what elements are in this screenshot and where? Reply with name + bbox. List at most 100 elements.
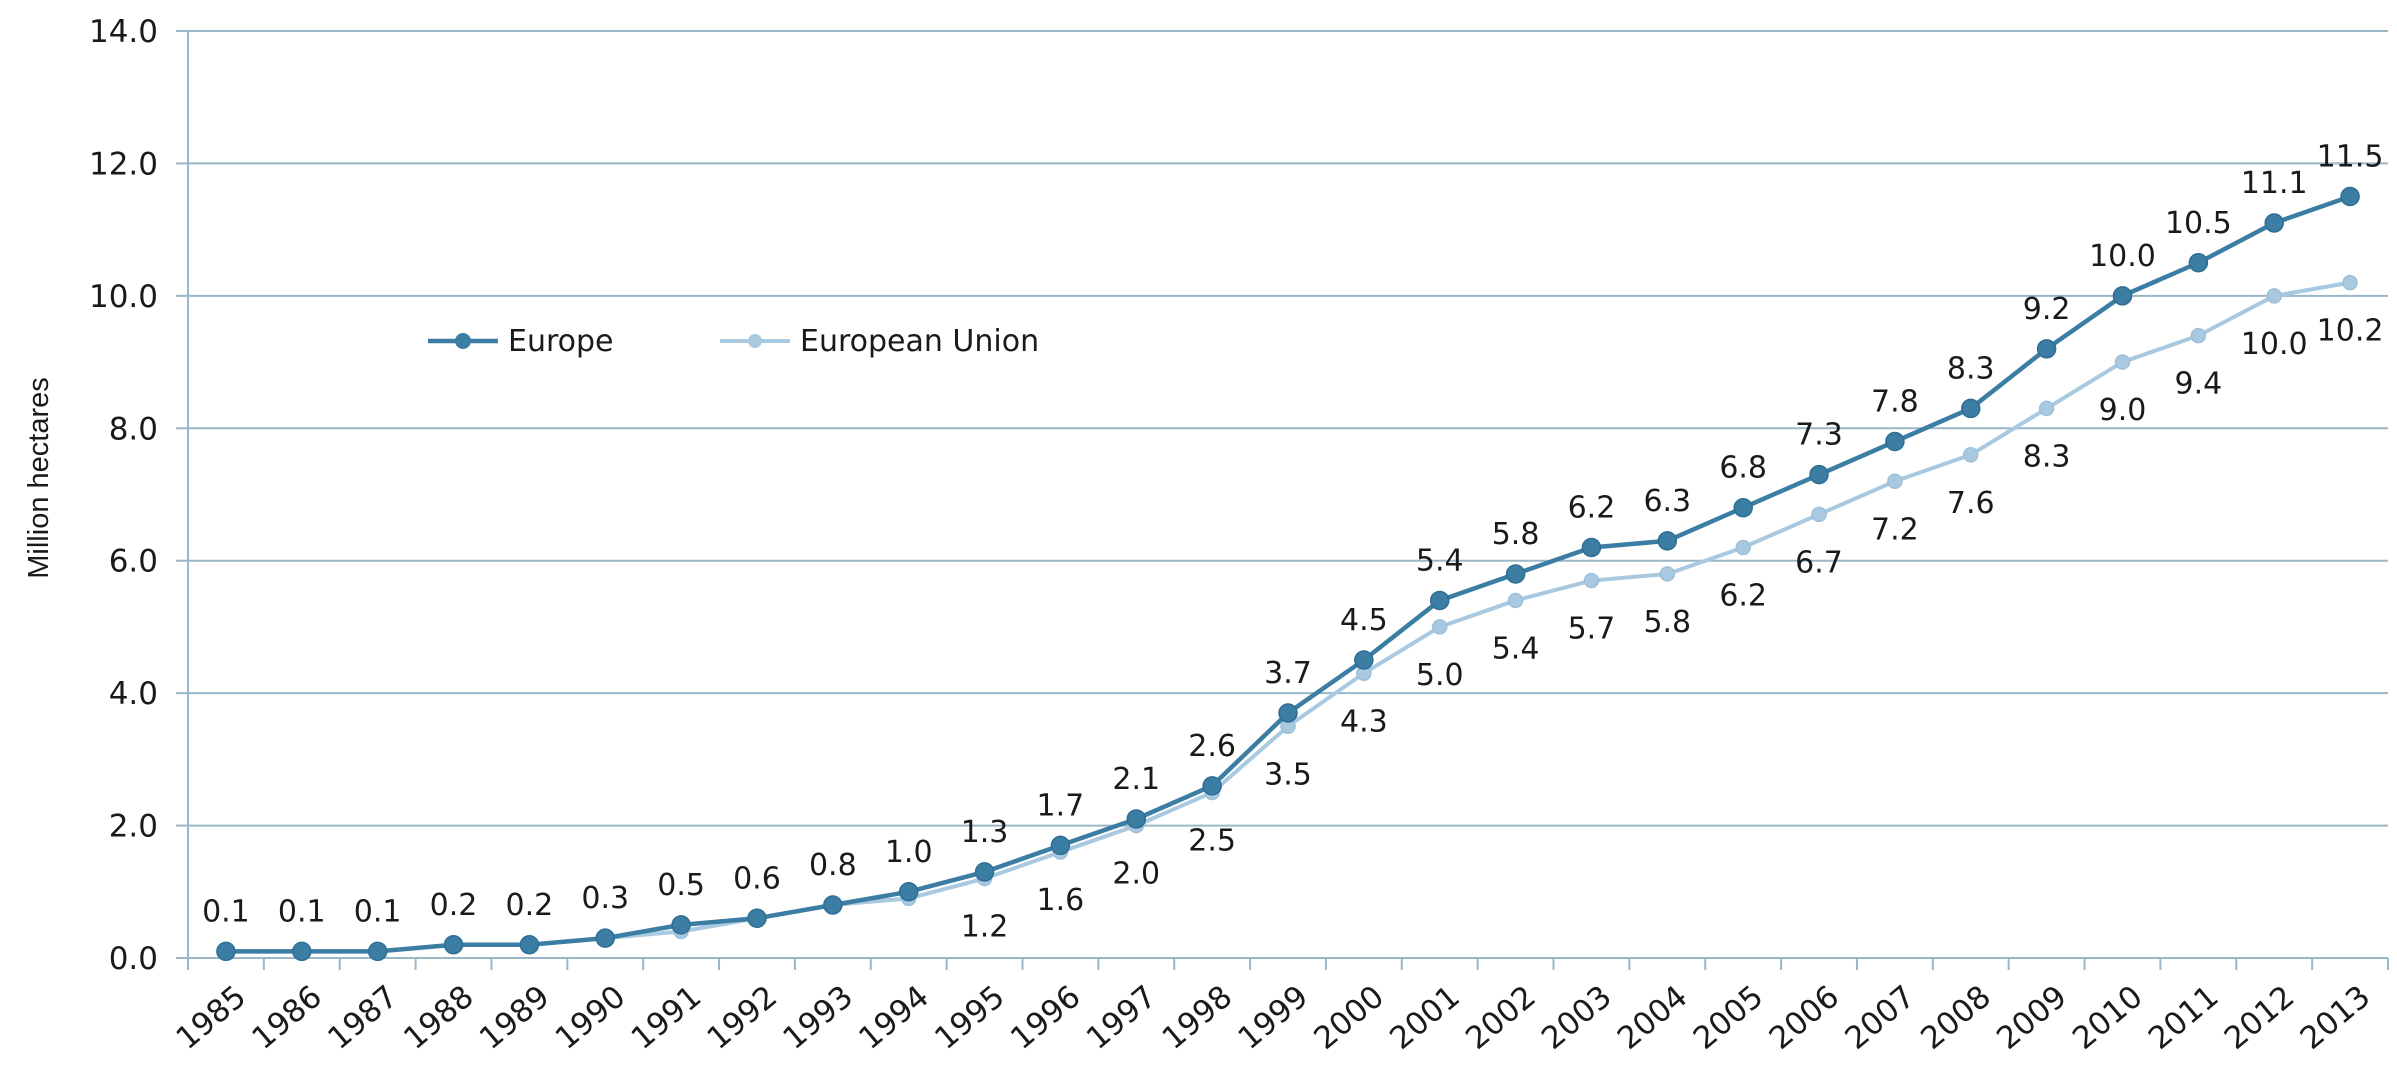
data-labels: 0.1 0.1 0.1 0.2 0.2 0.3 0.5 0.6 0.8 1.0 1.3 1.7 2.1 2… — [202, 140, 2383, 945]
x-tick-label: 1994 — [852, 979, 936, 1057]
data-label-europe: 5.4 — [1416, 543, 1464, 578]
data-label-europe: 0.1 — [354, 894, 402, 929]
data-point — [2342, 274, 2358, 291]
data-label-european-union: 4.3 — [1340, 704, 1388, 739]
x-tick-label: 2009 — [1990, 979, 2074, 1057]
x-tick-label: 2013 — [2294, 979, 2378, 1057]
data-point — [292, 941, 312, 962]
data-point — [2188, 253, 2209, 273]
data-point — [1126, 809, 1147, 829]
x-tick-label: 1996 — [1004, 979, 1088, 1057]
data-label-europe: 1.3 — [961, 815, 1009, 850]
data-label-europe: 2.1 — [1112, 762, 1160, 797]
data-label-europe: 7.8 — [1871, 385, 1919, 420]
data-point — [2114, 354, 2131, 370]
data-label-europe: 6.3 — [1643, 484, 1691, 519]
x-tick-label: 2004 — [1611, 979, 1695, 1057]
data-point — [1431, 619, 1448, 635]
x-tick-label: 1993 — [776, 979, 860, 1057]
x-tick-label: 1998 — [1156, 979, 1240, 1057]
data-label-europe: 4.5 — [1340, 603, 1388, 638]
data-point — [823, 895, 843, 915]
y-tick-labels: 0.0 2.0 4.0 6.0 8.0 10.0 12.0 14.0 — [89, 14, 158, 977]
data-label-europe: 5.8 — [1492, 517, 1540, 552]
data-label-europe: 3.7 — [1264, 656, 1312, 691]
legend-label: Europe — [508, 324, 614, 359]
x-tick-label: 2010 — [2066, 979, 2150, 1057]
data-point — [2038, 400, 2055, 417]
data-point — [2340, 186, 2360, 207]
data-label-europe: 10.5 — [2165, 206, 2232, 241]
data-point — [898, 882, 919, 902]
x-tick-label: 2011 — [2142, 979, 2226, 1057]
data-label-europe: 11.5 — [2317, 140, 2384, 175]
data-point — [1581, 537, 1602, 558]
data-label-europe: 6.2 — [1568, 490, 1616, 525]
legend-label: European Union — [800, 324, 1039, 359]
data-point — [747, 908, 767, 929]
data-label-european-union: 6.2 — [1719, 578, 1767, 613]
data-point — [1505, 564, 1526, 584]
data-label-european-union: 1.2 — [961, 910, 1009, 945]
x-tick-label: 1987 — [321, 979, 405, 1057]
data-point — [595, 928, 615, 948]
data-point — [519, 935, 540, 955]
data-label-europe: 0.1 — [202, 894, 250, 929]
x-tick-label: 2001 — [1383, 979, 1467, 1057]
series-group — [216, 186, 2360, 962]
data-label-european-union: 8.3 — [2023, 439, 2071, 474]
data-label-europe: 0.3 — [581, 881, 629, 916]
data-label-european-union: 3.5 — [1264, 757, 1312, 792]
data-point — [2036, 339, 2057, 359]
gridlines — [188, 30, 2388, 827]
data-point — [2190, 327, 2207, 344]
data-label-europe: 11.1 — [2241, 166, 2308, 201]
data-label-european-union: 9.4 — [2174, 367, 2222, 402]
data-label-europe: 0.2 — [506, 888, 554, 923]
data-label-europe: 1.0 — [885, 835, 933, 870]
data-label-europe: 8.3 — [1947, 351, 1995, 386]
data-label-europe: 0.8 — [809, 848, 857, 883]
data-point — [2266, 288, 2282, 304]
axes — [176, 30, 2389, 970]
data-point — [1735, 539, 1751, 556]
data-label-european-union: 2.0 — [1112, 857, 1160, 892]
data-point — [1809, 464, 1829, 485]
data-label-european-union: 5.4 — [1492, 631, 1540, 666]
legend-marker — [455, 333, 471, 349]
data-point — [216, 941, 236, 962]
data-label-european-union: 2.5 — [1188, 823, 1236, 858]
data-point — [1354, 650, 1374, 670]
data-label-european-union: 1.6 — [1037, 883, 1085, 918]
data-label-europe: 10.0 — [2089, 239, 2156, 274]
data-label-europe: 7.3 — [1795, 418, 1843, 453]
y-tick-label: 6.0 — [109, 544, 158, 580]
y-axis-title: Million hectares — [23, 377, 55, 578]
data-label-europe: 0.6 — [733, 861, 781, 896]
data-label-european-union: 7.2 — [1871, 512, 1919, 547]
x-tick-labels: 1985198619871988198919901991199219931994… — [169, 979, 2377, 1057]
data-point — [1963, 447, 1979, 463]
y-tick-label: 0.0 — [109, 941, 158, 977]
data-point — [1811, 506, 1827, 523]
data-point — [1733, 497, 1753, 518]
data-point — [974, 862, 995, 882]
data-label-european-union: 6.7 — [1795, 545, 1843, 580]
y-tick-label: 2.0 — [109, 809, 158, 845]
y-tick-label: 10.0 — [89, 279, 158, 315]
data-label-europe: 0.1 — [278, 894, 326, 929]
data-point — [1961, 398, 1981, 419]
data-point — [1507, 592, 1524, 609]
data-point — [1885, 431, 1905, 452]
y-tick-label: 4.0 — [109, 676, 158, 712]
data-label-europe: 1.7 — [1037, 788, 1085, 823]
data-point — [2112, 286, 2133, 306]
x-tick-label: 2005 — [1687, 979, 1771, 1057]
data-point — [443, 935, 464, 955]
data-point — [1429, 590, 1450, 611]
y-tick-label: 8.0 — [109, 411, 158, 447]
legend: Europe European Union — [428, 324, 1039, 359]
x-tick-label: 1986 — [245, 979, 329, 1057]
data-point — [1050, 835, 1071, 856]
x-tick-label: 2002 — [1459, 979, 1543, 1057]
